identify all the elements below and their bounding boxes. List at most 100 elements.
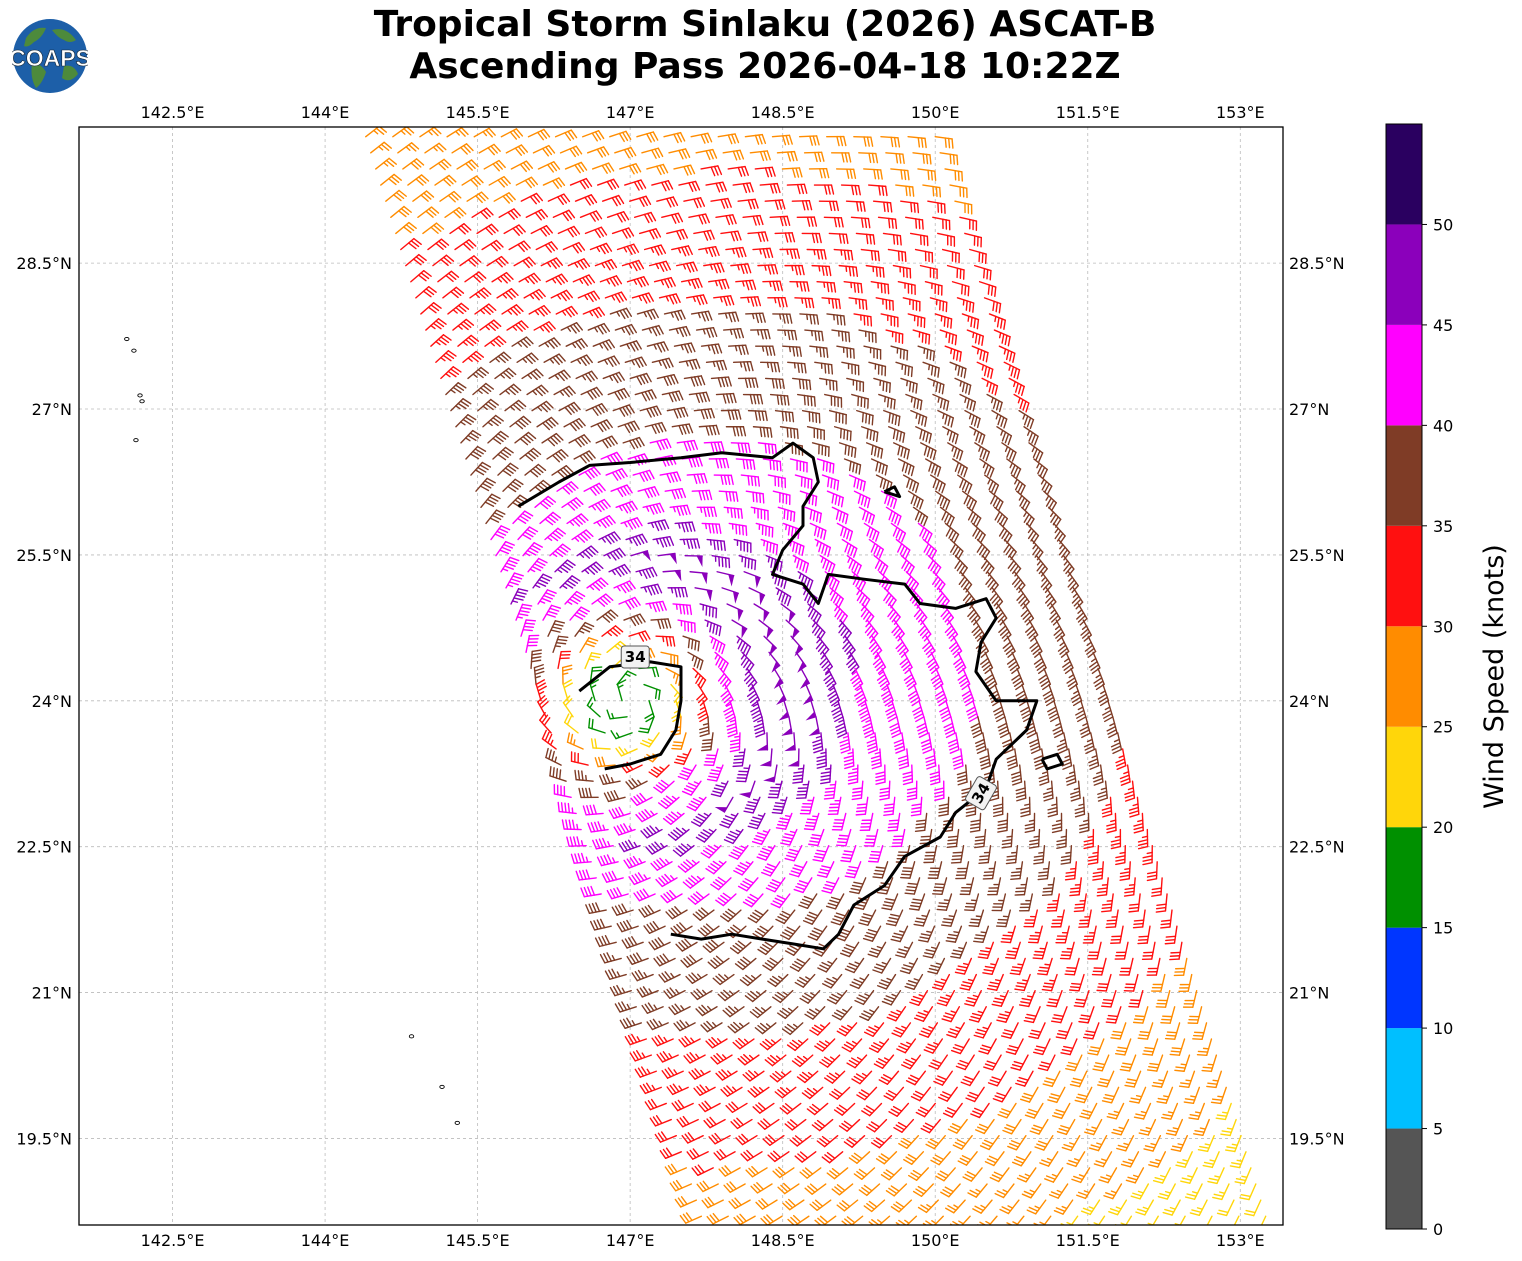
wind-barb xyxy=(858,329,877,344)
wind-barb xyxy=(699,716,710,737)
wind-barb xyxy=(759,1038,782,1051)
wind-barb xyxy=(609,130,632,143)
wind-barb xyxy=(831,812,847,831)
wind-barb xyxy=(853,136,874,147)
wind-barb xyxy=(846,1054,868,1069)
wind-barb xyxy=(784,264,805,276)
wind-barb xyxy=(1020,603,1035,626)
wind-barb xyxy=(983,297,1002,314)
wind-barb xyxy=(631,969,654,982)
wind-barb xyxy=(867,941,887,958)
wind-barb xyxy=(629,195,652,207)
wind-barb xyxy=(954,200,973,215)
wind-barb xyxy=(772,490,791,506)
wind-barb xyxy=(1169,1038,1186,1056)
wind-barb xyxy=(1091,957,1107,976)
wind-barb xyxy=(848,474,866,492)
wind-barb xyxy=(749,150,771,162)
wind-barb xyxy=(856,409,874,426)
wind-barb xyxy=(759,748,773,767)
wind-barb xyxy=(913,909,931,927)
wind-barb xyxy=(681,1132,704,1144)
wind-barb xyxy=(665,906,688,920)
wind-barb xyxy=(579,637,599,654)
wind-barb xyxy=(674,748,692,766)
wind-barb xyxy=(610,484,633,498)
wind-barb xyxy=(949,361,967,379)
wind-barb xyxy=(750,506,769,521)
wind-barb xyxy=(1098,1167,1118,1184)
wind-barb xyxy=(948,635,963,658)
wind-barb xyxy=(1125,1167,1145,1184)
wind-barb xyxy=(1196,1038,1213,1057)
wind-barb xyxy=(791,1054,814,1068)
wind-barb xyxy=(506,320,529,332)
wind-barb xyxy=(899,957,919,975)
wind-barb xyxy=(745,312,766,324)
wind-barb xyxy=(808,716,820,737)
wind-barb xyxy=(806,1102,829,1116)
wind-barb xyxy=(512,510,534,525)
wind-barb xyxy=(1156,1086,1174,1104)
wind-barb xyxy=(601,625,624,637)
wind-barb xyxy=(488,175,511,188)
wind-barb xyxy=(738,554,757,571)
wind-barb xyxy=(577,290,601,303)
wind-barb xyxy=(1137,828,1149,850)
wind-barb xyxy=(1019,1086,1039,1103)
wind-barb xyxy=(821,297,841,310)
wind-barb xyxy=(955,861,970,880)
wind-barb xyxy=(514,431,537,446)
wind-barb xyxy=(695,828,717,843)
wind-barb xyxy=(806,248,827,260)
wind-barb xyxy=(907,683,921,707)
wind-barb xyxy=(693,1084,716,1096)
contour-label: 34 xyxy=(620,645,650,669)
wind-barb xyxy=(557,225,581,238)
wind-barb xyxy=(1229,1151,1247,1169)
wind-barb xyxy=(951,281,970,297)
wind-barb xyxy=(820,764,832,785)
wind-barb xyxy=(554,129,578,141)
wind-barb xyxy=(638,716,655,734)
wind-barb xyxy=(872,651,887,674)
wind-barb xyxy=(643,683,661,701)
wind-barb xyxy=(1092,861,1104,881)
plot-frame xyxy=(78,126,1284,1226)
wind-barb xyxy=(624,1033,647,1046)
wind-barb xyxy=(1114,1038,1132,1056)
wind-barb xyxy=(669,504,691,516)
wind-barb xyxy=(1148,1151,1167,1168)
wind-barb xyxy=(796,1070,819,1084)
wind-barb xyxy=(569,177,593,190)
wind-barb xyxy=(586,577,609,591)
wind-barb xyxy=(1244,1199,1262,1217)
wind-barb xyxy=(494,367,517,380)
wind-barb xyxy=(1055,1022,1073,1040)
wind-barb xyxy=(888,1102,910,1117)
wind-barb xyxy=(432,254,455,267)
wind-barb xyxy=(492,446,514,461)
wind-barb xyxy=(644,1098,667,1111)
wind-barb xyxy=(1033,458,1048,479)
wind-barb xyxy=(1037,957,1053,976)
wind-barb xyxy=(767,973,789,988)
wind-barb xyxy=(858,699,871,723)
wind-barb xyxy=(997,812,1009,833)
wind-barb xyxy=(853,313,873,327)
wind-barb xyxy=(811,1118,834,1132)
wind-barb xyxy=(689,571,708,585)
wind-barb xyxy=(549,766,567,782)
wind-barb xyxy=(757,442,778,455)
wind-barb xyxy=(991,409,1008,429)
wind-barb xyxy=(732,360,754,372)
wind-barb xyxy=(476,223,499,236)
wind-barb xyxy=(918,1022,939,1038)
wind-barb xyxy=(723,1181,746,1193)
wind-barb xyxy=(1101,893,1114,913)
wind-barb xyxy=(912,1183,934,1198)
wind-barb xyxy=(984,1151,1005,1167)
wind-barb xyxy=(1128,989,1144,1008)
wind-barb xyxy=(604,968,627,980)
wind-barb xyxy=(1004,1215,1025,1225)
